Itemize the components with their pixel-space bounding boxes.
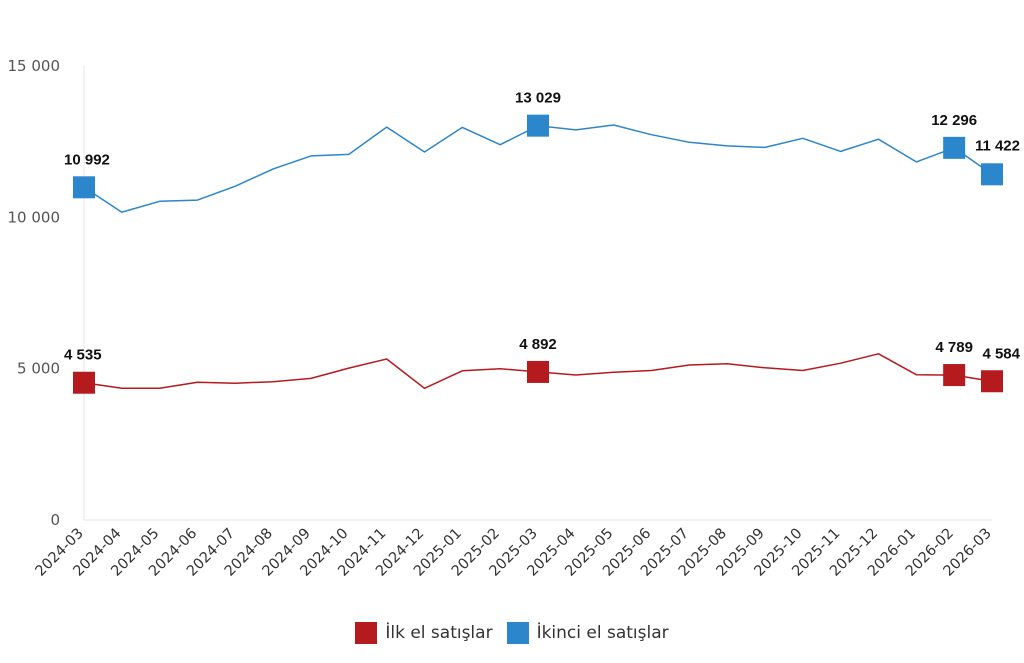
legend-label-ikinci-el: İkinci el satışlar (536, 623, 669, 643)
legend-swatch-ilk-el (355, 622, 378, 644)
x-axis: 2024-032024-042024-052024-062024-072024-… (33, 526, 995, 580)
data-point-marker[interactable] (73, 176, 95, 199)
data-point-marker[interactable] (527, 114, 549, 137)
data-label: 4 892 (519, 336, 557, 353)
y-tick-label: 15 000 (8, 57, 61, 75)
data-labels: 4 535 4 892 4 789 4 584 10 992 13 029 12 296 11… (64, 90, 1021, 364)
data-label: 4 535 (64, 347, 102, 364)
line-chart: 0 5 000 10 000 15 000 2024-032024-042024-05… (8, 57, 1021, 580)
legend-item-ilk-el[interactable]: İlk el satışlar (355, 622, 493, 644)
y-tick-label: 5 000 (17, 360, 60, 378)
data-point-marker[interactable] (73, 371, 95, 394)
series-line-1 (83, 124, 993, 213)
legend-label-ilk-el: İlk el satışlar (385, 623, 493, 643)
data-label: 11 422 (975, 137, 1020, 154)
y-tick-label: 10 000 (8, 208, 61, 226)
data-point-marker[interactable] (981, 163, 1003, 186)
data-point-marker[interactable] (981, 370, 1003, 393)
legend-item-ikinci-el[interactable]: İkinci el satışlar (506, 622, 669, 644)
series-layer (73, 114, 1003, 394)
data-point-marker[interactable] (943, 364, 966, 387)
legend: İlk el satışlar İkinci el satışlar (0, 622, 1024, 644)
legend-swatch-ikinci-el (506, 622, 529, 644)
y-axis: 0 5 000 10 000 15 000 (8, 57, 61, 529)
data-label: 4 789 (935, 339, 973, 356)
data-label: 13 029 (515, 90, 561, 107)
data-point-marker[interactable] (527, 360, 549, 383)
y-tick-label: 0 (50, 511, 60, 529)
data-label: 4 584 (982, 345, 1020, 362)
data-label: 12 296 (931, 112, 977, 129)
data-label: 10 992 (64, 151, 110, 168)
data-point-marker[interactable] (943, 136, 966, 159)
